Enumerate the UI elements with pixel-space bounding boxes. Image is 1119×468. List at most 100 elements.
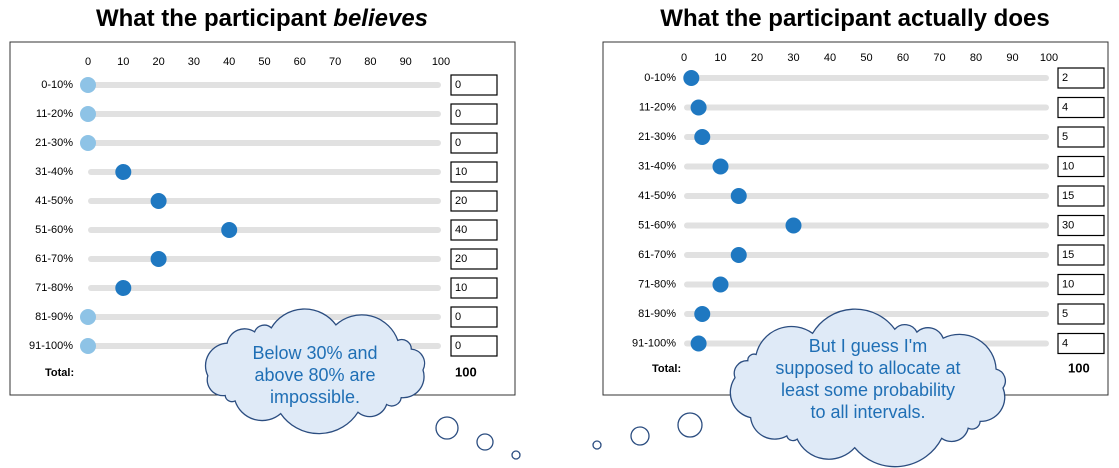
slider-knob: [690, 99, 707, 116]
value-input: [1057, 155, 1105, 178]
slider-track: [684, 281, 1049, 288]
thought-bubble: [476, 433, 494, 451]
value-input: [1057, 67, 1105, 89]
slider-track: [684, 104, 1049, 111]
row-label: 21-30%: [35, 137, 73, 149]
row-label: 71-80%: [638, 278, 676, 290]
scale-tick: 60: [897, 52, 909, 64]
value-input: [450, 335, 498, 357]
row-label: 21-30%: [638, 131, 676, 143]
row-label: 91-100%: [632, 337, 676, 349]
value-input-text: 0: [455, 137, 461, 149]
value-input-text: 20: [455, 195, 467, 207]
row-label: 31-40%: [638, 160, 676, 172]
slider-knob: [80, 309, 96, 325]
slider-knob: [80, 135, 96, 151]
thought-bubble: [592, 440, 602, 450]
thought-bubble: [630, 426, 650, 446]
slider-track: [684, 193, 1049, 199]
slider-knob: [690, 335, 707, 352]
scale-tick: 10: [714, 52, 726, 64]
slider-knob: [221, 222, 238, 238]
value-input-text: 4: [1062, 337, 1068, 349]
scale-tick: 10: [117, 56, 129, 68]
value-input: [450, 74, 498, 96]
row-label: 41-50%: [638, 190, 676, 202]
scale-tick: 90: [400, 56, 412, 68]
value-input: [1057, 214, 1105, 237]
row-label: 41-50%: [35, 195, 73, 207]
row-label: 11-20%: [36, 108, 73, 120]
scale-tick: 30: [188, 56, 200, 68]
slider-track: [88, 256, 441, 262]
value-input: [450, 161, 498, 183]
slider-knob: [694, 306, 711, 322]
slider-knob: [150, 193, 167, 209]
value-input-text: 5: [1062, 308, 1068, 320]
title-text: What the participant: [96, 5, 333, 32]
scale-tick: 100: [1040, 52, 1058, 64]
slider-track: [684, 222, 1049, 229]
scale-tick: 70: [933, 52, 945, 64]
slider-track: [684, 75, 1049, 81]
scale-tick: 20: [152, 56, 164, 68]
slider-knob: [115, 280, 132, 296]
scale-tick: 40: [824, 52, 836, 64]
row-label: 71-80%: [35, 282, 73, 294]
value-input-text: 10: [455, 282, 467, 294]
scale-tick: 20: [751, 52, 763, 64]
slider-knob: [150, 251, 167, 267]
thought-text: But I guess I'm: [809, 336, 928, 356]
value-input: [1057, 126, 1105, 148]
row-label: 0-10%: [644, 72, 676, 84]
row-label: 61-70%: [35, 253, 73, 265]
slider-knob: [730, 247, 747, 263]
value-input: [1057, 185, 1105, 207]
panel-title: What the participant believes: [96, 5, 428, 32]
value-input-text: 0: [455, 340, 461, 352]
scale-tick: 50: [258, 56, 270, 68]
panel: What the participant believes 0 10 20 30 40 50…: [9, 5, 516, 435]
value-input-text: 10: [1062, 278, 1074, 290]
row-label: 31-40%: [35, 166, 73, 178]
slider-track: [88, 169, 441, 175]
value-input-text: 0: [455, 311, 461, 323]
thought-cloud: [204, 308, 426, 435]
value-input: [1057, 244, 1105, 266]
value-input: [450, 277, 498, 299]
thought-text: impossible.: [270, 387, 360, 407]
row-label: 11-20%: [639, 101, 676, 113]
scale-tick: 80: [970, 52, 982, 64]
slider-track: [684, 252, 1049, 258]
total-label: Total:: [652, 363, 681, 375]
row-label: 51-60%: [638, 219, 676, 231]
row-label: 81-90%: [638, 308, 676, 320]
value-input: [1057, 332, 1105, 355]
total-label: Total:: [45, 367, 74, 379]
scale-tick: 90: [1006, 52, 1018, 64]
scale-tick: 0: [85, 56, 91, 68]
value-input-text: 20: [455, 253, 467, 265]
slider-track: [88, 227, 441, 233]
thought-text: to all intervals.: [810, 402, 925, 422]
value-input-text: 40: [455, 224, 467, 236]
scale-tick: 0: [681, 52, 687, 64]
thought-text: supposed to allocate at: [775, 358, 960, 378]
value-input: [1057, 273, 1105, 296]
value-input-text: 10: [1062, 160, 1074, 172]
scale-tick: 30: [787, 52, 799, 64]
value-input-text: 2: [1062, 72, 1068, 84]
slider-knob: [115, 164, 132, 180]
value-input-text: 15: [1062, 249, 1074, 261]
value-input: [1057, 96, 1105, 119]
thought-bubble: [435, 416, 459, 440]
thought-cloud: [729, 308, 1006, 468]
thought-text: above 80% are: [254, 365, 375, 385]
scale-tick: 100: [432, 56, 450, 68]
scale-tick: 80: [364, 56, 376, 68]
value-input-text: 10: [455, 166, 467, 178]
panel-title: What the participant actually does: [660, 5, 1049, 32]
thought-text: least some probability: [781, 380, 955, 400]
slider-knob: [730, 188, 747, 204]
